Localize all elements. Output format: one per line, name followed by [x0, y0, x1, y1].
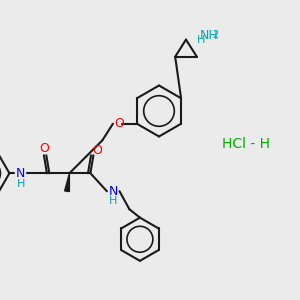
- Text: N: N: [109, 185, 118, 198]
- Text: O: O: [39, 142, 49, 155]
- Text: HCl - H: HCl - H: [222, 137, 270, 151]
- Text: H: H: [196, 35, 205, 45]
- Text: H: H: [109, 196, 118, 206]
- Text: H: H: [16, 179, 25, 189]
- Text: N: N: [16, 167, 26, 180]
- Text: NH: NH: [200, 28, 218, 42]
- Text: O: O: [92, 144, 102, 157]
- Polygon shape: [64, 173, 69, 192]
- Text: 2: 2: [212, 30, 218, 40]
- Text: O: O: [114, 117, 124, 130]
